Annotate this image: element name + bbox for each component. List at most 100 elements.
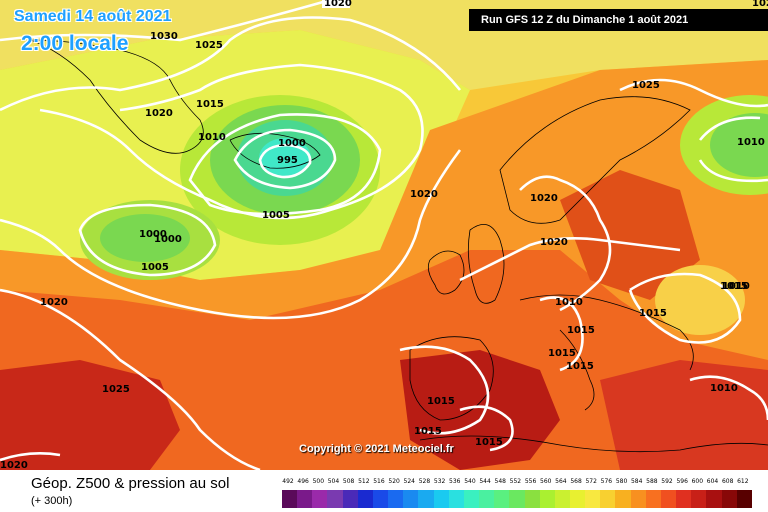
legend-value: 560 [540, 478, 552, 485]
legend-value: 612 [737, 478, 749, 485]
svg-text:1005: 1005 [141, 262, 169, 273]
svg-text:1010: 1010 [555, 297, 583, 308]
svg-text:1015: 1015 [548, 348, 576, 359]
isobar-label: 1005 [141, 262, 169, 273]
legend-swatch [448, 490, 464, 508]
legend-value: 512 [358, 478, 370, 485]
ireland-coast [427, 250, 465, 295]
isobar-label: 1020 [530, 193, 558, 204]
isobar-1015 [39, 63, 424, 220]
legend-value: 552 [509, 478, 522, 485]
isobar-label: 1010 [555, 297, 583, 308]
isobar-1005 [78, 203, 217, 277]
legend-value: 544 [479, 478, 491, 485]
svg-text:1020: 1020 [530, 193, 558, 204]
isobar-label: 1015 [566, 361, 594, 372]
legend-swatch [554, 490, 570, 508]
isobar-1020-north [519, 175, 612, 312]
svg-text:1015: 1015 [475, 437, 503, 448]
legend-swatch [615, 490, 631, 508]
legend-swatch [282, 490, 298, 508]
isobar-1020-europe [459, 237, 681, 282]
isobar-1020 [0, 149, 462, 320]
isobar-label: 1020 [322, 0, 352, 9]
isobar-label: 1025 [752, 0, 768, 9]
isobar-1015-iberia [399, 345, 490, 435]
isobar-label: 1000 [139, 229, 167, 240]
isobar-label: 1010 [710, 383, 738, 394]
legend-swatch [630, 490, 646, 508]
svg-text:1020: 1020 [540, 237, 568, 248]
isobar-1015-east [628, 272, 742, 344]
legend-value: 608 [721, 478, 734, 485]
legend-swatch [433, 490, 449, 508]
isobar-1015-med [459, 405, 514, 452]
legend-swatch [524, 490, 540, 508]
legend-value: 584 [630, 478, 643, 485]
isobar-label: 1015 [639, 308, 667, 319]
pressure-map: 1020 1030 1025 1015 1020 1010 1000 995 1… [0, 0, 768, 470]
svg-text:1020: 1020 [145, 108, 173, 119]
legend-swatch [539, 490, 555, 508]
isobar-label: 1025 [632, 80, 660, 91]
copyright: Copyright © 2021 Meteociel.fr [299, 443, 454, 455]
legend-value: 580 [615, 478, 628, 485]
iberia-coast [409, 336, 494, 421]
legend-value: 604 [706, 478, 719, 485]
isobar-label: 1020 [540, 237, 568, 248]
legend-swatch [388, 490, 404, 508]
isobar-1015-alps [539, 296, 584, 372]
isobar-label: 1000 [154, 234, 182, 245]
isobar-label: 1005 [262, 210, 290, 221]
isobar-label: 1015 [427, 396, 455, 407]
legend-swatch [569, 490, 586, 508]
isobar-1025 [0, 16, 462, 112]
svg-text:995: 995 [277, 155, 298, 166]
svg-text:1025: 1025 [195, 40, 223, 51]
legend-swatch [327, 490, 343, 508]
low-east-inner [710, 113, 768, 177]
isobar-1025-corner [0, 452, 61, 462]
svg-text:1000: 1000 [278, 138, 306, 149]
legend-value: 540 [464, 478, 476, 485]
field-zone-central-europe [560, 170, 700, 300]
legend-swatch [479, 490, 495, 508]
isobar-label: 1010 [198, 132, 226, 143]
legend-swatch [706, 490, 722, 508]
legend-value: 588 [646, 478, 658, 485]
legend-value: 500 [312, 478, 325, 485]
legend-value: 504 [327, 478, 340, 485]
legend-value: 524 [403, 478, 415, 485]
legend-swatch [312, 490, 328, 508]
svg-text:1015: 1015 [414, 426, 442, 437]
svg-text:1015: 1015 [567, 325, 595, 336]
parameter-subtitle: (+ 300h) [31, 495, 73, 507]
isobar-1000 [233, 128, 337, 190]
field-zone-south [0, 250, 768, 470]
isobar-1010-east [698, 116, 768, 183]
svg-text:1015: 1015 [639, 308, 667, 319]
legend-value: 532 [433, 478, 446, 485]
legend-value: 548 [494, 478, 506, 485]
isobar-1010-se [689, 375, 768, 421]
isobar-1030 [0, 0, 331, 42]
low-atlantic-core [100, 214, 190, 262]
legend-swatch [357, 490, 373, 508]
europe-coast [519, 294, 694, 371]
svg-text:1025: 1025 [632, 80, 660, 91]
legend-value: 536 [449, 478, 461, 485]
field-zone-core-med [400, 350, 560, 470]
svg-text:1005: 1005 [262, 210, 290, 221]
svg-text:1010: 1010 [198, 132, 226, 143]
zone-east-yellow [655, 265, 745, 335]
legend-value: 572 [585, 478, 597, 485]
legend-value: 556 [524, 478, 537, 485]
legend-value: 528 [418, 478, 431, 485]
legend-value: 508 [342, 478, 355, 485]
legend-swatch [660, 490, 677, 508]
parameter-title: Géop. Z500 & pression au sol [31, 475, 230, 492]
legend-value: 568 [570, 478, 582, 485]
italy-coast [559, 329, 595, 411]
isobars [0, 0, 768, 470]
isobar-label: 995 [277, 155, 298, 166]
